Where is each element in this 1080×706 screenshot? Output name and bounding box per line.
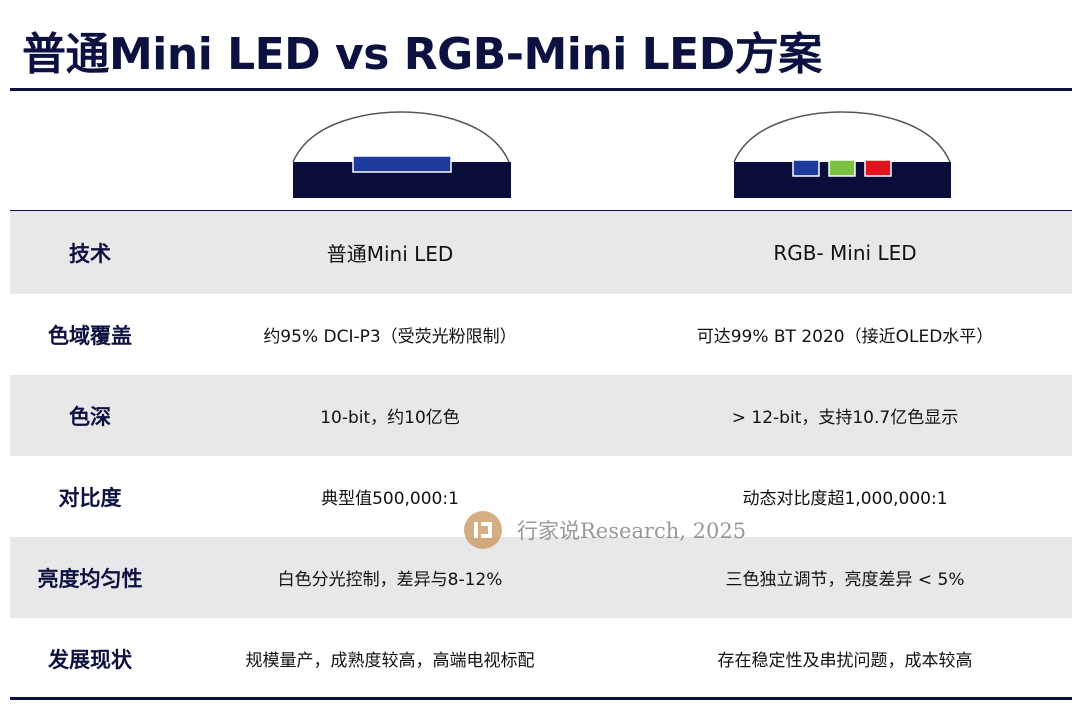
- table-bottom-divider: [10, 697, 1072, 700]
- rgb-mini-led-svg: [733, 111, 951, 198]
- rgb-value: 存在稳定性及串扰问题，成本较高: [717, 651, 973, 671]
- page-title: 普通Mini LED vs RGB-Mini LED方案: [22, 29, 822, 80]
- green-chip: [828, 159, 856, 177]
- row-label: 发展现状: [48, 647, 132, 672]
- lens-dome: [292, 111, 510, 163]
- standard-value: 普通Mini LED: [326, 242, 454, 266]
- rgb-value: 动态对比度超1,000,000:1: [742, 489, 948, 509]
- title-divider: [10, 88, 1072, 91]
- table-row-brightness-uniformity: 亮度均匀性 白色分光控制，差异与8-12% 三色独立调节，亮度差异 < 5%: [10, 537, 1072, 618]
- standard-value: 10-bit，约10亿色: [320, 408, 460, 428]
- blue-chip: [792, 159, 820, 177]
- standard-mini-led-svg: [292, 111, 511, 198]
- rgb-value: 可达99% BT 2020（接近OLED水平）: [696, 327, 994, 347]
- rgb-value: 三色独立调节，亮度差异 < 5%: [725, 570, 965, 590]
- standard-mini-led-diagram: [281, 100, 521, 210]
- table-row-color-depth: 色深 10-bit，约10亿色 > 12-bit，支持10.7亿色显示: [10, 375, 1072, 456]
- rgb-mini-led-diagram: [722, 100, 962, 210]
- standard-value: 典型值500,000:1: [321, 489, 459, 509]
- row-label: 色域覆盖: [48, 323, 132, 348]
- table-row-contrast: 对比度 典型值500,000:1 动态对比度超1,000,000:1: [10, 456, 1072, 537]
- row-label: 亮度均匀性: [37, 566, 143, 591]
- table-row-technology: 技术 普通Mini LED RGB- Mini LED: [10, 211, 1072, 294]
- watermark: 行家说Research, 2025: [463, 510, 746, 550]
- standard-value: 规模量产，成熟度较高，高端电视标配: [245, 651, 535, 671]
- rgb-value: > 12-bit，支持10.7亿色显示: [731, 408, 959, 428]
- row-label: 对比度: [58, 485, 122, 510]
- research-logo-icon: [464, 511, 502, 549]
- table-row-color-gamut: 色域覆盖 约95% DCI-P3（受荧光粉限制） 可达99% BT 2020（接…: [10, 294, 1072, 375]
- blue-chip: [352, 155, 452, 173]
- rgb-value: RGB- Mini LED: [773, 240, 917, 265]
- red-chip: [864, 159, 892, 177]
- lens-dome: [733, 111, 951, 163]
- row-label: 技术: [69, 241, 111, 266]
- watermark-text: 行家说Research, 2025: [517, 519, 747, 543]
- standard-value: 白色分光控制，差异与8-12%: [277, 570, 503, 590]
- comparison-table: 技术 普通Mini LED RGB- Mini LED 色域覆盖 约95% DC…: [10, 211, 1072, 699]
- table-row-development-status: 发展现状 规模量产，成熟度较高，高端电视标配 存在稳定性及串扰问题，成本较高: [10, 618, 1072, 699]
- standard-value: 约95% DCI-P3（受荧光粉限制）: [263, 327, 517, 347]
- row-label: 色深: [69, 404, 111, 429]
